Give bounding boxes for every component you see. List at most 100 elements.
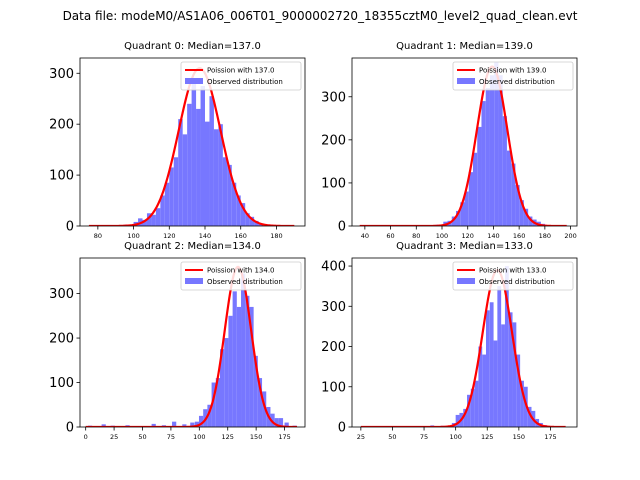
bars-group bbox=[363, 266, 555, 427]
histogram-bar bbox=[182, 134, 188, 226]
legend-bar-label: Observed distribution bbox=[207, 78, 283, 86]
histogram-bar bbox=[489, 302, 494, 427]
legend-box bbox=[452, 61, 574, 91]
histogram-bar bbox=[515, 185, 520, 226]
histogram-bar bbox=[508, 312, 513, 427]
panel-title: Quadrant 3: Median=133.0 bbox=[396, 241, 533, 252]
x-tick-label: 75 bbox=[420, 433, 428, 441]
legend-bar-swatch bbox=[185, 278, 203, 284]
panel-quadrant-1: Quadrant 1: Median=139.0 40 60 80 100 120 140 1… bbox=[321, 41, 578, 240]
axes-frame bbox=[79, 57, 306, 227]
histogram-bar bbox=[485, 88, 490, 226]
legend-box bbox=[180, 61, 302, 91]
bars-group bbox=[371, 62, 569, 226]
panel-quadrant-3: Quadrant 3: Median=133.0 25 50 75 100 125 150 1… bbox=[321, 241, 578, 441]
legend-bar-label: Observed distribution bbox=[207, 278, 283, 286]
legend-box bbox=[180, 261, 302, 291]
bars-group bbox=[88, 80, 290, 226]
histogram-bar bbox=[493, 340, 498, 427]
histogram-bar bbox=[478, 346, 483, 427]
histogram-bar bbox=[501, 324, 505, 427]
legend-curve-label: Poission with 137.0 bbox=[207, 67, 275, 75]
poisson-curve bbox=[359, 65, 567, 226]
histogram-bar bbox=[224, 338, 229, 427]
legend-curve-label: Poission with 134.0 bbox=[207, 267, 275, 275]
histogram-bar bbox=[455, 414, 460, 427]
histogram-bar bbox=[245, 295, 250, 427]
y-tick-label: 0 bbox=[66, 421, 74, 436]
histogram-bar bbox=[463, 408, 468, 427]
x-tick-label: 175 bbox=[544, 433, 556, 441]
legend-bar-label: Observed distribution bbox=[479, 278, 555, 286]
legend: Poission with 133.0 Observed distribution bbox=[452, 261, 574, 291]
histogram-bar bbox=[451, 216, 457, 226]
axes-frame bbox=[351, 257, 578, 428]
histogram-bar bbox=[236, 306, 242, 427]
histogram-bar bbox=[464, 191, 469, 226]
histogram-bar bbox=[231, 182, 237, 226]
histogram-bar bbox=[456, 210, 461, 226]
x-tick-label: 150 bbox=[513, 433, 525, 441]
histogram-bar bbox=[227, 164, 232, 226]
x-tick-label: 25 bbox=[357, 433, 365, 441]
histogram-bar bbox=[253, 355, 258, 427]
x-tick-label: 0 bbox=[84, 433, 88, 441]
panel-quadrant-2: Quadrant 2: Median=134.0 0 25 50 75 100 125 150… bbox=[49, 241, 306, 441]
histogram-bar bbox=[516, 354, 521, 427]
histogram-bar bbox=[504, 266, 509, 427]
x-tick-label: 200 bbox=[564, 232, 576, 240]
histogram-bar bbox=[222, 157, 228, 226]
histogram-bar bbox=[257, 378, 263, 427]
histogram-bar bbox=[240, 203, 246, 226]
legend-curve-label: Poission with 133.0 bbox=[479, 267, 547, 275]
x-tick-label: 125 bbox=[481, 433, 493, 441]
y-tick-label: 200 bbox=[321, 133, 346, 148]
histogram-bar bbox=[173, 157, 179, 226]
x-tick-label: 40 bbox=[361, 232, 369, 240]
x-tick-label: 160 bbox=[513, 232, 525, 240]
histogram-bar bbox=[262, 391, 267, 427]
histogram-bar bbox=[249, 216, 255, 226]
x-tick-label: 140 bbox=[199, 232, 211, 240]
histogram-bar bbox=[467, 394, 471, 427]
histogram-bar bbox=[198, 415, 204, 427]
histogram-bar bbox=[506, 150, 512, 226]
legend-curve-label: Poission with 139.0 bbox=[479, 67, 547, 75]
axes-frame bbox=[79, 257, 306, 428]
histogram-bar bbox=[182, 424, 187, 427]
histogram-bar bbox=[146, 213, 152, 226]
histogram-bar bbox=[215, 378, 220, 427]
histogram-bar bbox=[270, 413, 275, 427]
histogram-bar bbox=[520, 380, 524, 427]
y-tick-label: 300 bbox=[321, 300, 346, 315]
histogram-bar bbox=[527, 406, 532, 427]
legend-bar-swatch bbox=[185, 78, 203, 84]
y-tick-label: 0 bbox=[66, 220, 74, 235]
histogram-bar bbox=[178, 119, 183, 226]
histogram-bar bbox=[236, 195, 241, 226]
histogram-bar bbox=[194, 421, 199, 427]
histogram-bar bbox=[481, 101, 486, 226]
x-tick-label: 25 bbox=[110, 433, 118, 441]
histogram-bar bbox=[164, 182, 170, 226]
y-tick-label: 400 bbox=[321, 260, 346, 275]
x-tick-label: 100 bbox=[449, 433, 461, 441]
histogram-bar bbox=[232, 291, 237, 427]
poisson-curve bbox=[360, 268, 566, 427]
x-tick-label: 140 bbox=[487, 232, 499, 240]
histogram-bar bbox=[172, 421, 177, 427]
y-tick-label: 100 bbox=[49, 376, 74, 391]
histogram-bar bbox=[187, 103, 192, 226]
y-tick-label: 300 bbox=[321, 90, 346, 105]
histogram-bar bbox=[523, 208, 529, 226]
y-tick-label: 200 bbox=[49, 118, 74, 133]
x-tick-label: 180 bbox=[539, 232, 551, 240]
histogram-bar bbox=[155, 208, 161, 226]
histogram-bar bbox=[497, 286, 502, 427]
panel-title: Quadrant 2: Median=134.0 bbox=[124, 241, 261, 252]
histogram-bar bbox=[278, 418, 284, 427]
histogram-bar bbox=[213, 129, 219, 226]
histogram-bar bbox=[254, 220, 259, 226]
histogram-bar bbox=[207, 404, 212, 427]
